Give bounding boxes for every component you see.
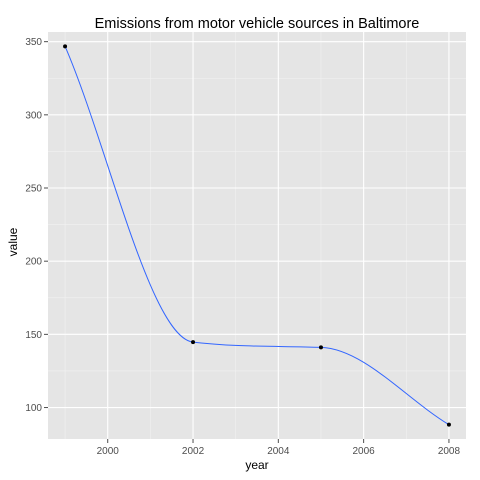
x-axis: 2000 2002 2004 2006 2008 [97,439,461,457]
data-point [318,345,323,350]
x-tick-label: 2002 [182,446,205,457]
data-point [63,44,68,49]
data-point [446,422,451,427]
y-tick-label: 350 [25,37,42,48]
y-tick-label: 250 [25,184,42,195]
data-point [191,340,196,345]
series-line [64,46,450,426]
data-points [63,44,451,427]
y-tick-label: 200 [25,257,42,268]
y-axis: 100 150 200 250 300 350 [25,37,48,414]
y-tick-label: 300 [25,110,42,121]
grid-minor [48,32,466,439]
chart-title: Emissions from motor vehicle sources in … [95,16,420,32]
y-tick-label: 100 [25,403,42,414]
x-tick-label: 2008 [438,446,461,457]
y-axis-title: value [6,227,20,256]
plot-panel [48,32,466,439]
grid-major [48,32,466,439]
x-tick-label: 2006 [353,446,376,457]
x-tick-label: 2004 [267,446,290,457]
x-tick-label: 2000 [97,446,120,457]
y-tick-label: 150 [25,330,42,341]
x-axis-title: year [245,458,268,472]
